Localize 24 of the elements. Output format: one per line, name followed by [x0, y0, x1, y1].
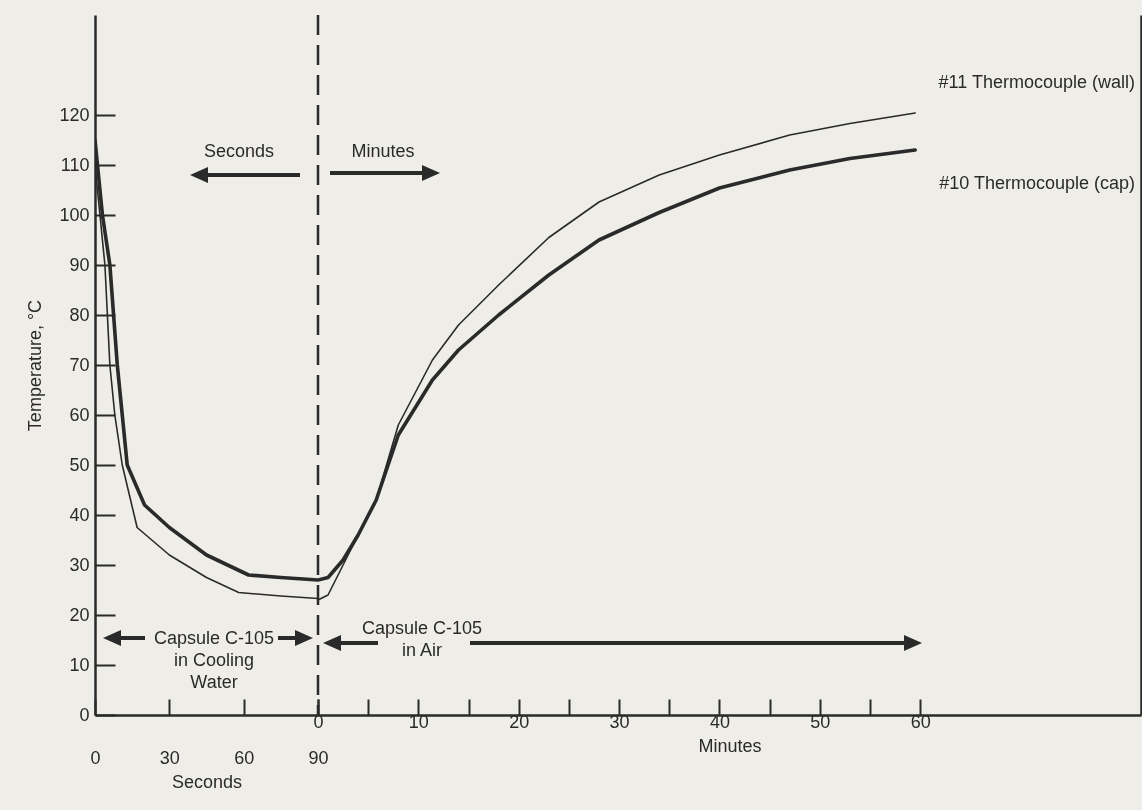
x-tick-label: 60: [234, 747, 255, 768]
x-tick-label: 90: [308, 747, 329, 768]
x-axis-title: Minutes: [698, 735, 762, 756]
y-tick-label: 40: [69, 504, 90, 525]
y-tick-label: 10: [69, 654, 90, 675]
annotation: Minutes: [351, 141, 415, 161]
y-tick-label: 100: [59, 204, 90, 225]
y-tick-label: 50: [69, 454, 90, 475]
y-tick-label: 110: [60, 154, 90, 175]
y-tick-label: 70: [69, 354, 90, 375]
annotation: Capsule C-105 in Air: [361, 618, 483, 660]
series-label: #11 Thermocouple (wall): [938, 72, 1135, 92]
y-tick-label: 60: [69, 404, 90, 425]
annotation: Seconds: [203, 141, 275, 161]
annotation: Capsule C-105 in Cooling Water: [153, 628, 275, 692]
y-tick-label: 20: [69, 604, 90, 625]
series-label: #10 Thermocouple (cap): [939, 173, 1135, 193]
y-tick-label: 30: [69, 554, 90, 575]
y-axis-title: Temperature, °C: [25, 299, 46, 432]
y-tick-label: 80: [69, 304, 90, 325]
x-axis-title: Seconds: [171, 771, 243, 792]
y-tick-label: 90: [69, 254, 90, 275]
y-tick-label: 120: [59, 104, 90, 125]
x-tick-label: 30: [159, 747, 180, 768]
